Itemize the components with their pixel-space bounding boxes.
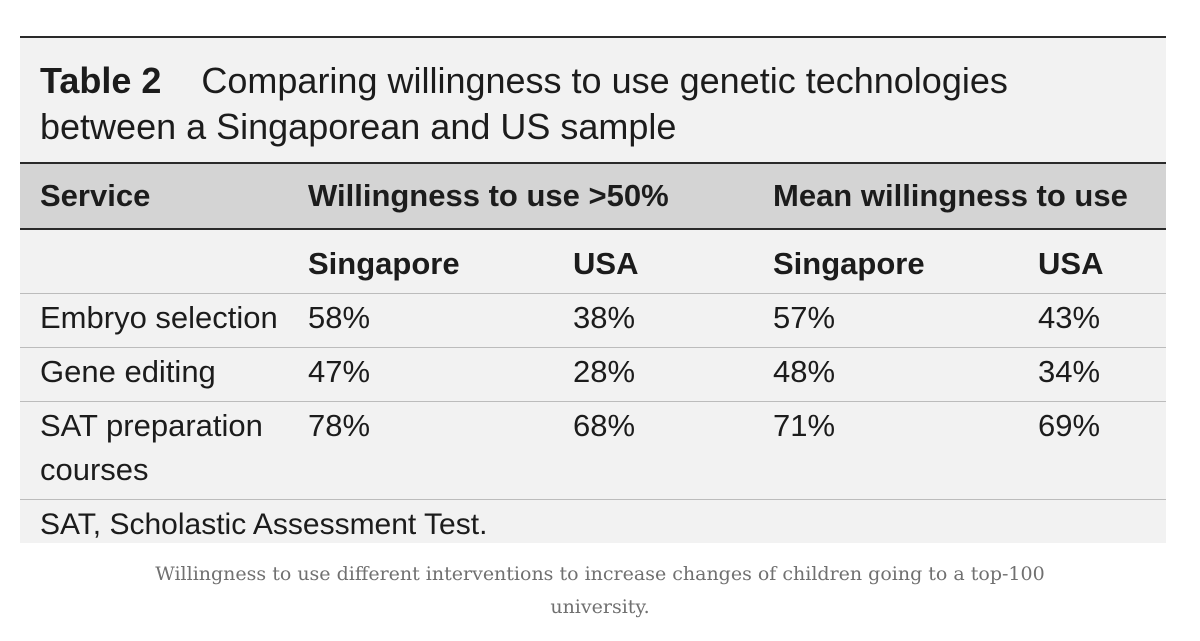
header-service: Service [40,178,151,213]
table-footnote: SAT, Scholastic Assessment Test. [40,508,488,541]
table-cell: 28% [573,354,636,389]
table-cell: 57% [773,300,836,335]
row-divider [20,499,1166,500]
table-cell: 47% [308,354,371,389]
table-cell: 69% [1038,408,1101,443]
table-cell: 71% [773,408,836,443]
row-divider [20,401,1166,402]
row-divider [20,347,1166,348]
table-cell: 48% [773,354,836,389]
data-table: Table 2 Comparing willingness to use gene… [20,36,1166,543]
subheader-usa-1: USA [573,246,639,281]
table-cell: 34% [1038,354,1101,389]
row-divider [20,293,1166,294]
table-cell: 43% [1038,300,1101,335]
table-title: Table 2 Comparing willingness to use gene… [40,58,1150,150]
table-caption: Table 2 Comparing willingness to use gene… [20,38,1166,162]
subheader-singapore-2: Singapore [773,246,925,281]
row-service-sat-preparation-cont: courses [40,452,149,487]
row-service-sat-preparation: SAT preparation [40,408,263,443]
header-willingness-over-50: Willingness to use >50% [308,178,669,213]
header-mean-willingness: Mean willingness to use [773,178,1128,213]
table-cell: 58% [308,300,371,335]
table-cell: 78% [308,408,371,443]
table-cell: 38% [573,300,636,335]
row-service-embryo-selection: Embryo selection [40,300,278,335]
table-title-text: Comparing willingness to use genetic tec… [40,60,1008,147]
table-cell: 68% [573,408,636,443]
subheader-usa-2: USA [1038,246,1104,281]
row-service-gene-editing: Gene editing [40,354,216,389]
header-row: Service Willingness to use >50% Mean wil… [20,162,1166,230]
subheader-singapore-1: Singapore [308,246,460,281]
figure-caption: Willingness to use different interventio… [155,563,1045,618]
table-label: Table 2 [40,60,162,101]
